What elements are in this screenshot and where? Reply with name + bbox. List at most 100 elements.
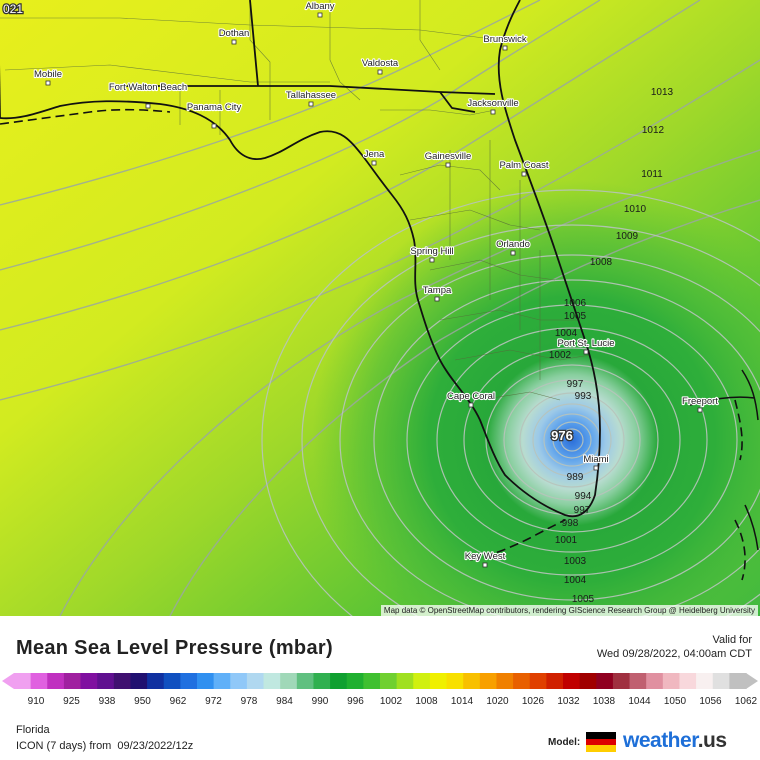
scale-swatch <box>612 673 631 689</box>
scale-swatch <box>14 673 32 689</box>
city-label: Palm Coast <box>499 160 548 171</box>
isobar-labels: 1013 1012 1011 1010 1009 1008 1006 1005 … <box>549 87 674 605</box>
city-palm-coast: Palm Coast <box>498 159 550 177</box>
scale-swatch <box>163 673 181 689</box>
city-freeport: Freeport <box>681 395 719 413</box>
scale-swatch <box>263 673 281 689</box>
scale-tick-label: 925 <box>63 696 80 707</box>
isobar-label: 989 <box>567 472 584 483</box>
city-label: Key West <box>465 551 506 562</box>
color-scale-ticks: 910 925 938 950 962 972 978 984 990 996 1002 1008 10… <box>0 696 760 710</box>
city-spring-hill: Spring Hill <box>409 245 455 263</box>
weather-us-logo[interactable]: weather.us <box>623 729 727 753</box>
scale-swatch <box>180 673 198 689</box>
scale-swatch <box>280 673 298 689</box>
scale-swatch <box>446 673 464 689</box>
brand-name: weather <box>623 729 698 752</box>
city-tampa: Tampa <box>422 284 453 302</box>
scale-swatch <box>363 673 381 689</box>
scale-swatch <box>147 673 165 689</box>
scale-swatch <box>197 673 215 689</box>
germany-flag-icon <box>586 732 616 752</box>
scale-tick-label: 990 <box>311 696 329 707</box>
isobar-label: 994 <box>575 491 592 502</box>
scale-tick-label: 972 <box>205 696 222 707</box>
isobar-label: 1010 <box>624 204 647 215</box>
city-gainesville: Gainesville <box>424 150 472 168</box>
isobar-label: 993 <box>575 391 592 402</box>
scale-swatch <box>396 673 414 689</box>
scale-tick-label: 1032 <box>557 696 580 707</box>
scale-swatch <box>330 673 348 689</box>
storm-center-pressure: 976 <box>551 428 573 443</box>
city-label: Miami <box>583 454 608 465</box>
legend-panel: Mean Sea Level Pressure (mbar) Valid for… <box>0 616 760 760</box>
brand-tld: .us <box>697 729 727 752</box>
scale-swatch <box>662 673 681 689</box>
scale-swatch <box>679 673 697 689</box>
valid-for-label: Valid for <box>712 634 752 646</box>
city-jacksonville: Jacksonville <box>466 97 520 115</box>
isobar-label: 1005 <box>572 594 595 605</box>
city-label: Jena <box>364 149 385 160</box>
scale-tick-label: 1044 <box>628 696 651 707</box>
scale-tick-label: 938 <box>98 696 116 707</box>
city-label: Valdosta <box>362 58 399 69</box>
scale-swatch <box>529 673 547 689</box>
city-label: Dothan <box>219 28 250 39</box>
scale-swatch <box>246 673 265 689</box>
scale-tick-label: 1014 <box>450 696 474 707</box>
barrier-islands <box>0 108 746 581</box>
county-borders <box>0 0 591 401</box>
scale-tick-label: 1062 <box>734 696 758 707</box>
bahamas <box>689 369 759 551</box>
coastline <box>0 0 601 518</box>
city-tallahassee: Tallahassee <box>285 89 337 107</box>
city-label: Albany <box>305 1 334 12</box>
scale-tick-label: 910 <box>27 696 45 707</box>
city-miami: Miami <box>582 453 610 471</box>
isobar-label: 1005 <box>564 311 587 322</box>
city-dothan: Dothan <box>218 27 250 45</box>
scale-tick-label: 1026 <box>521 696 545 707</box>
isobar-label: 1011 <box>641 169 663 180</box>
valid-time: Wed 09/28/2022, 04:00am CDT <box>596 648 752 660</box>
pressure-map[interactable]: Albany Dothan Brunswick Mobile Valdosta … <box>0 0 760 616</box>
city-label: Jacksonville <box>467 98 518 109</box>
scale-swatch <box>113 673 132 689</box>
city-jena: Jena <box>363 148 386 166</box>
scale-tick-label: 1056 <box>699 696 722 707</box>
isobar-label: 1008 <box>590 257 613 268</box>
scale-tick-label: 950 <box>134 696 151 707</box>
scale-tick-label: 962 <box>169 696 187 707</box>
city-label: Spring Hill <box>410 246 453 257</box>
city-valdosta: Valdosta <box>361 57 400 75</box>
isobar-label: 1001 <box>555 535 578 546</box>
scale-swatch <box>47 673 65 689</box>
scale-swatch <box>463 673 481 689</box>
city-label: Port St. Lucie <box>557 338 614 349</box>
city-label: Freeport <box>682 396 718 407</box>
scale-swatch <box>213 673 231 689</box>
scale-swatch <box>130 673 148 689</box>
scale-swatch <box>579 673 597 689</box>
city-label: Tallahassee <box>286 90 336 101</box>
scale-swatch <box>80 673 98 689</box>
city-albany: Albany <box>304 0 336 18</box>
scale-min-arrow <box>2 673 14 689</box>
scale-swatch <box>63 673 82 689</box>
city-label: Panama City <box>187 102 242 113</box>
city-orlando: Orlando <box>495 238 531 256</box>
city-label: Brunswick <box>483 34 527 45</box>
model-run-label: ICON (7 days) from <box>16 740 112 752</box>
city-label: Gainesville <box>425 151 471 162</box>
isobar-label: 1002 <box>549 350 572 361</box>
scale-swatch <box>712 673 730 689</box>
scale-swatch <box>413 673 431 689</box>
city-port-st-lucie: Port St. Lucie <box>556 337 616 355</box>
scale-swatch <box>629 673 647 689</box>
isobar-label: 997 <box>567 379 584 390</box>
scale-swatch <box>596 673 614 689</box>
city-label: Fort Walton Beach <box>109 82 187 93</box>
scale-swatch <box>563 673 581 689</box>
